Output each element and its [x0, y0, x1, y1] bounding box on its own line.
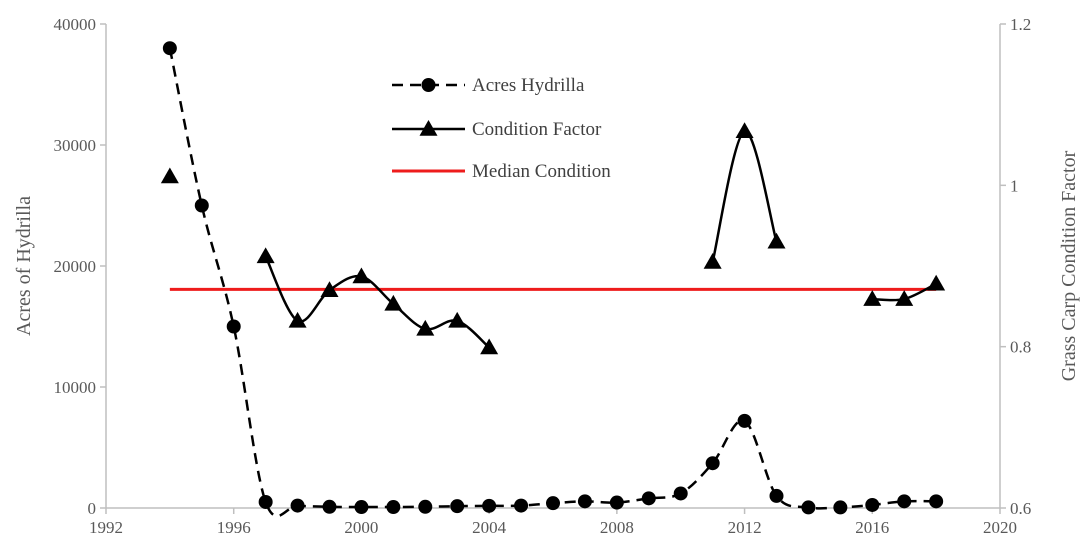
- acres-hydrilla-point: [577, 494, 592, 509]
- acres-hydrilla-point: [546, 496, 560, 511]
- acres-hydrilla-point: [194, 198, 209, 213]
- y2-tick-label: 0.8: [1010, 338, 1031, 357]
- condition-factor-point: [384, 294, 403, 311]
- x-tick-label: 2008: [600, 518, 634, 537]
- condition-factor-point: [352, 267, 371, 284]
- x-tick-label: 2000: [344, 518, 378, 537]
- condition-factor-point: [288, 311, 307, 328]
- legend-marker-acres-hydrilla: [421, 78, 436, 92]
- x-tick-label: 2016: [855, 518, 889, 537]
- acres-hydrilla-layer: [162, 41, 944, 518]
- acres-hydrilla-point: [833, 500, 848, 515]
- condition-factor-layer: [160, 122, 946, 355]
- acres-hydrilla-point: [258, 494, 273, 509]
- condition-factor-point: [863, 290, 882, 306]
- condition-factor-point: [320, 281, 339, 297]
- acres-hydrilla-point: [290, 498, 305, 513]
- condition-factor-point: [767, 232, 786, 249]
- condition-factor-point: [735, 122, 754, 139]
- acres-hydrilla-point: [705, 456, 720, 471]
- acres-hydrilla-point: [609, 495, 624, 510]
- acres-hydrilla-point: [929, 494, 944, 509]
- acres-hydrilla-point: [897, 494, 912, 509]
- x-tick-label: 2004: [472, 518, 507, 537]
- y-tick-label: 20000: [54, 257, 97, 276]
- y2-tick-label: 1: [1010, 176, 1019, 195]
- acres-hydrilla-point: [482, 498, 497, 513]
- condition-factor-point: [448, 311, 467, 328]
- condition-factor-point: [416, 319, 435, 336]
- y2-tick-label: 0.6: [1010, 499, 1031, 518]
- condition-factor-point: [927, 274, 946, 291]
- legend-label-acres-hydrilla: Acres Hydrilla: [472, 75, 585, 96]
- acres-hydrilla-point: [737, 413, 752, 428]
- acres-hydrilla-point: [450, 499, 465, 514]
- condition-factor-point: [480, 338, 499, 355]
- acres-hydrilla-point: [386, 500, 401, 515]
- legend-marker-condition-factor: [419, 120, 438, 136]
- condition-factor-point: [703, 252, 722, 269]
- acres-hydrilla-point: [769, 488, 784, 503]
- y-tick-label: 10000: [54, 378, 97, 397]
- acres-hydrilla-point: [673, 486, 688, 501]
- legend-label-condition-factor: Condition Factor: [472, 119, 602, 140]
- acres-hydrilla-point: [514, 498, 529, 513]
- condition-factor-line: [711, 130, 778, 263]
- y-axis-title: Acres of Hydrilla: [13, 196, 35, 336]
- acres-hydrilla-point: [162, 41, 177, 56]
- x-tick-label: 2020: [983, 518, 1017, 537]
- acres-hydrilla-point: [641, 491, 656, 506]
- condition-factor-point: [256, 247, 275, 264]
- acres-hydrilla-point: [322, 499, 337, 514]
- acres-hydrilla-point: [865, 497, 880, 512]
- condition-factor-point: [895, 290, 914, 306]
- y2-axis-title: Grass Carp Condition Factor: [1058, 150, 1080, 381]
- acres-hydrilla-point: [226, 319, 241, 334]
- legend-label-median-condition: Median Condition: [472, 161, 611, 182]
- x-tick-label: 1992: [89, 518, 123, 537]
- legend: Acres Hydrilla Condition Factor Median Con…: [392, 75, 611, 182]
- y2-tick-label: 1.2: [1010, 15, 1031, 34]
- y-tick-label: 0: [88, 499, 97, 518]
- acres-hydrilla-point: [801, 500, 816, 515]
- x-tick-label: 2012: [728, 518, 762, 537]
- condition-factor-point: [160, 167, 179, 184]
- acres-hydrilla-point: [418, 499, 433, 514]
- y-tick-label: 30000: [54, 136, 97, 155]
- condition-factor-line: [264, 255, 490, 349]
- acres-hydrilla-point: [354, 500, 369, 515]
- axes: 1992 1996 2000 2004 2008 2012 2016 2020 0 10000 20…: [13, 15, 1080, 537]
- y-tick-label: 40000: [54, 15, 97, 34]
- x-tick-label: 1996: [217, 518, 251, 537]
